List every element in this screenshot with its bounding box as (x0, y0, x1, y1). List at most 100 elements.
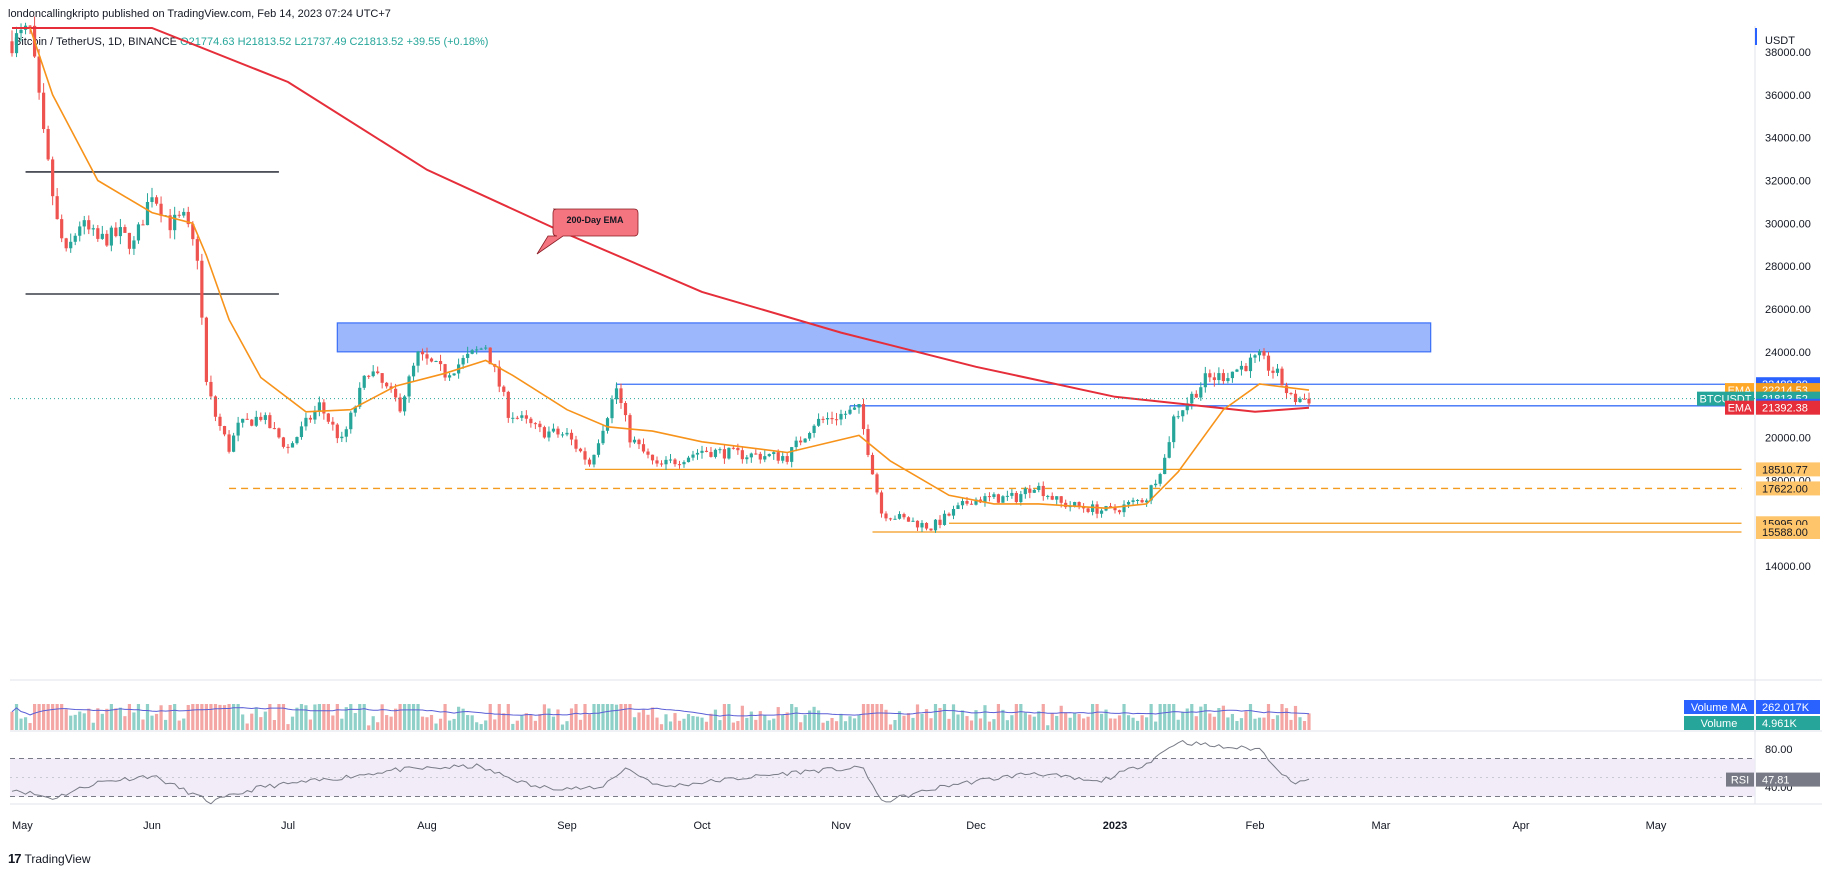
candle-body[interactable] (749, 453, 753, 458)
candle-body[interactable] (317, 402, 321, 411)
candle-body[interactable] (281, 437, 286, 447)
candle-body[interactable] (551, 428, 556, 432)
candle-body[interactable] (51, 159, 55, 197)
candle-body[interactable] (893, 518, 897, 520)
candle-body[interactable] (888, 518, 893, 520)
candle-body[interactable] (416, 351, 420, 366)
candle-body[interactable] (1073, 502, 1077, 507)
ema20-line[interactable] (29, 27, 1310, 510)
candle-body[interactable] (331, 421, 335, 425)
candle-body[interactable] (794, 440, 798, 448)
candle-body[interactable] (195, 239, 199, 261)
candle-body[interactable] (547, 431, 551, 438)
candle-body[interactable] (376, 371, 380, 374)
candle-body[interactable] (655, 460, 659, 464)
candle-body[interactable] (861, 404, 866, 430)
candle-body[interactable] (1050, 495, 1054, 500)
candle-body[interactable] (592, 454, 596, 465)
candle-body[interactable] (524, 415, 528, 419)
candle-body[interactable] (1055, 496, 1059, 500)
candle-body[interactable] (763, 456, 767, 460)
candle-body[interactable] (965, 501, 969, 504)
candle-body[interactable] (1158, 474, 1162, 484)
candle-body[interactable] (420, 351, 425, 355)
candle-body[interactable] (1014, 492, 1018, 503)
candle-body[interactable] (596, 443, 601, 455)
candle-body[interactable] (1172, 416, 1176, 443)
candle-body[interactable] (308, 417, 313, 420)
candle-body[interactable] (933, 519, 938, 531)
candle-body[interactable] (182, 211, 186, 216)
candle-body[interactable] (1185, 403, 1189, 411)
candle-body[interactable] (785, 456, 789, 462)
candle-body[interactable] (340, 436, 344, 439)
candle-body[interactable] (1167, 442, 1171, 458)
candle-body[interactable] (758, 453, 762, 460)
candle-body[interactable] (938, 519, 942, 525)
candle-body[interactable] (123, 227, 127, 233)
candle-body[interactable] (992, 494, 996, 497)
candle-body[interactable] (367, 375, 371, 377)
candle-body[interactable] (1208, 373, 1212, 378)
candle-body[interactable] (790, 447, 794, 462)
candle-body[interactable] (799, 440, 803, 443)
candle-body[interactable] (906, 517, 911, 522)
candle-body[interactable] (1019, 494, 1023, 503)
candle-body[interactable] (42, 92, 46, 130)
candle-body[interactable] (803, 438, 807, 443)
candle-body[interactable] (177, 214, 181, 216)
candle-body[interactable] (100, 233, 104, 239)
candle-body[interactable] (709, 451, 713, 457)
candle-body[interactable] (1239, 365, 1244, 370)
candle-body[interactable] (154, 197, 159, 204)
candle-body[interactable] (686, 457, 691, 463)
candle-body[interactable] (1307, 398, 1311, 404)
candle-body[interactable] (870, 454, 875, 475)
candle-body[interactable] (1023, 488, 1027, 495)
candle-body[interactable] (37, 56, 41, 93)
candle-body[interactable] (947, 513, 951, 516)
candle-body[interactable] (848, 409, 852, 414)
candle-body[interactable] (677, 464, 682, 466)
candle-body[interactable] (700, 450, 704, 453)
candle-body[interactable] (646, 451, 650, 455)
candle-body[interactable] (1235, 369, 1239, 372)
candle-body[interactable] (64, 238, 68, 249)
candle-body[interactable] (335, 424, 339, 439)
candle-body[interactable] (668, 459, 673, 461)
candle-body[interactable] (132, 240, 136, 249)
candle-body[interactable] (358, 387, 362, 407)
candle-body[interactable] (556, 428, 560, 435)
candle-body[interactable] (443, 364, 447, 378)
candle-body[interactable] (1154, 483, 1158, 486)
candle-body[interactable] (326, 413, 330, 422)
candle-body[interactable] (1284, 385, 1289, 394)
candle-body[interactable] (1293, 393, 1298, 403)
candle-body[interactable] (637, 439, 641, 445)
candle-body[interactable] (227, 434, 231, 452)
candle-body[interactable] (879, 492, 884, 514)
candle-body[interactable] (1117, 510, 1122, 513)
candle-body[interactable] (394, 388, 398, 398)
candle-body[interactable] (623, 403, 628, 416)
candle-body[interactable] (1289, 393, 1293, 395)
candle-body[interactable] (1113, 507, 1117, 511)
candle-body[interactable] (1046, 495, 1050, 497)
candle-body[interactable] (682, 462, 686, 465)
candle-body[interactable] (812, 425, 816, 434)
candle-body[interactable] (349, 412, 353, 430)
candle-body[interactable] (821, 418, 825, 420)
candle-body[interactable] (222, 426, 227, 435)
candle-body[interactable] (1217, 373, 1221, 381)
candle-body[interactable] (781, 456, 785, 461)
candle-body[interactable] (897, 514, 902, 519)
candle-body[interactable] (533, 423, 537, 425)
candle-body[interactable] (380, 373, 384, 383)
candle-body[interactable] (816, 418, 821, 426)
candle-body[interactable] (213, 396, 218, 417)
candle-body[interactable] (304, 417, 308, 427)
candle-body[interactable] (857, 404, 861, 408)
candle-body[interactable] (650, 454, 655, 461)
candle-body[interactable] (277, 428, 281, 438)
